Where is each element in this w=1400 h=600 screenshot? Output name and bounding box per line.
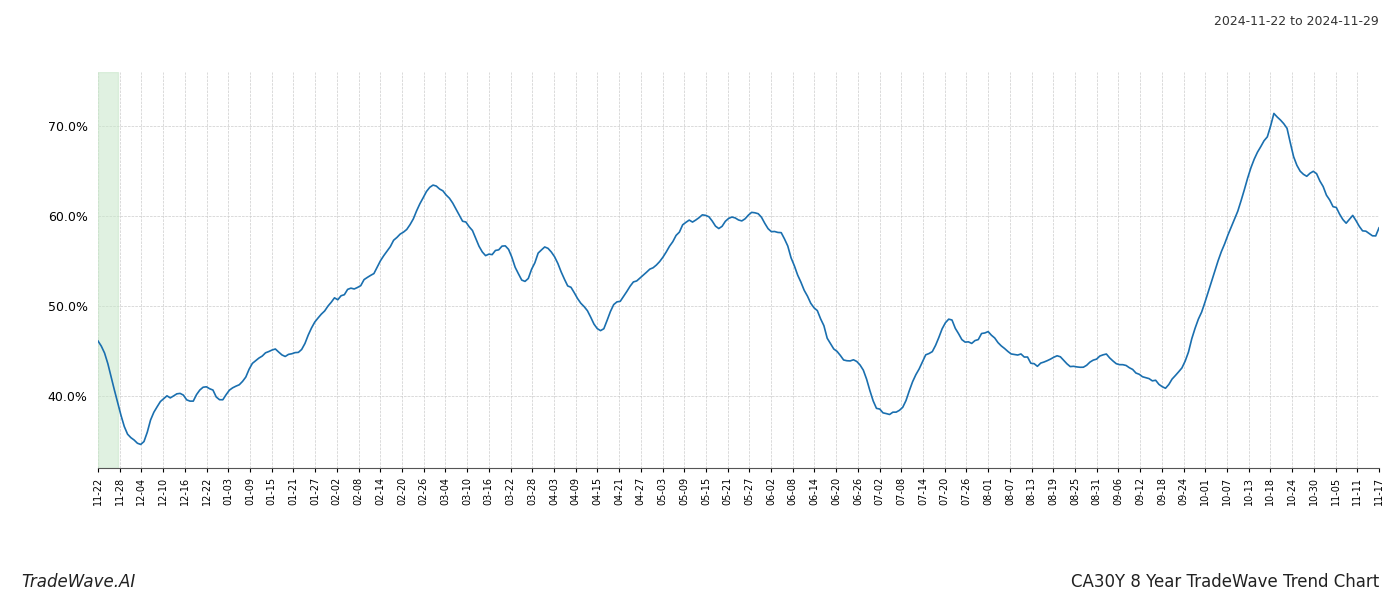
Text: CA30Y 8 Year TradeWave Trend Chart: CA30Y 8 Year TradeWave Trend Chart [1071, 573, 1379, 591]
Text: TradeWave.AI: TradeWave.AI [21, 573, 136, 591]
Bar [98, 72, 118, 468]
Text: 2024-11-22 to 2024-11-29: 2024-11-22 to 2024-11-29 [1214, 15, 1379, 28]
